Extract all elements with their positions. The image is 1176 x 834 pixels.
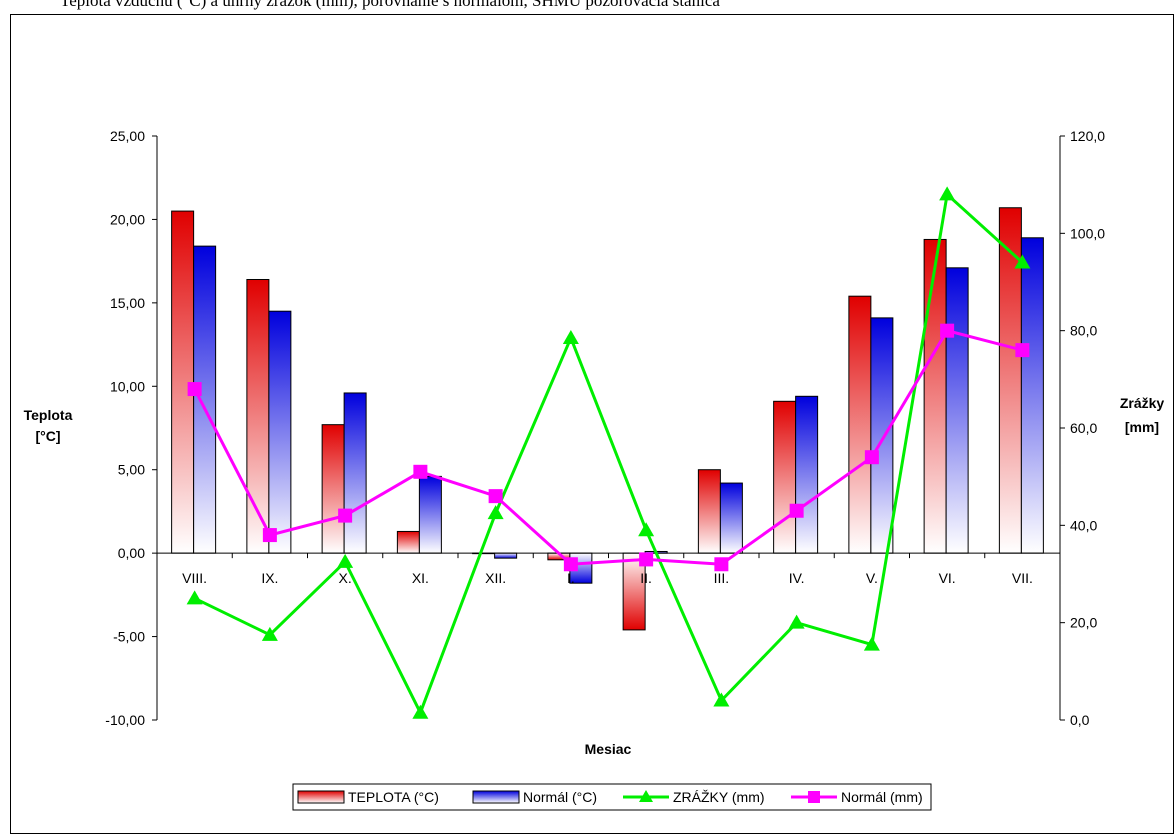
bar-layer: [171, 207, 1044, 631]
bar-normal-c-3: [418, 475, 442, 554]
marker-normal-mm-1: [262, 528, 277, 543]
marker-normal-mm-7: [714, 557, 729, 572]
x-tick-label: IX.: [261, 570, 278, 586]
left-tick-label: -5,00: [113, 629, 145, 645]
legend-swatch-1: [472, 790, 520, 804]
bar-teplota-7: [697, 469, 721, 554]
x-tick-label: II.: [640, 570, 652, 586]
legend-marker-2: [639, 790, 653, 802]
marker-normal-mm-0: [187, 382, 202, 397]
line-zrazky: [193, 191, 1024, 717]
axes-layer: [152, 135, 1065, 721]
x-tick-label: XI.: [412, 570, 429, 586]
right-tick-label: 20,0: [1070, 615, 1097, 631]
line-normal-mm: [193, 328, 1023, 566]
bar-teplota-2: [321, 424, 345, 554]
x-tick-label: XII.: [485, 570, 506, 586]
right-tick-label: 100,0: [1070, 225, 1105, 241]
x-tick-label: III.: [714, 570, 730, 586]
x-tick-label: IV.: [789, 570, 805, 586]
marker-normal-mm-5: [563, 557, 578, 572]
marker-zrazky-11: [1014, 254, 1031, 269]
bar-teplota-3: [396, 530, 420, 554]
marker-normal-mm-11: [1015, 343, 1030, 358]
bar-normal-c-9: [870, 317, 894, 554]
legend-label-2: ZRÁŽKY (mm): [673, 789, 765, 805]
left-tick-label: 25,00: [110, 128, 145, 144]
bar-normal-c-0: [193, 245, 217, 554]
x-tick-label: VII.: [1012, 570, 1033, 586]
marker-normal-mm-4: [488, 489, 503, 504]
right-tick-label: 40,0: [1070, 517, 1097, 533]
bar-normal-c-7: [719, 482, 743, 554]
marker-normal-mm-10: [940, 323, 955, 338]
marker-zrazky-10: [939, 186, 956, 201]
x-axis-title: Mesiac: [585, 741, 632, 757]
bar-teplota-10: [923, 238, 947, 554]
x-tick-label: X.: [339, 570, 352, 586]
bar-normal-c-11: [1020, 237, 1044, 554]
bar-teplota-8: [773, 400, 797, 554]
bar-normal-c-10: [945, 267, 969, 554]
bar-normal-c-1: [268, 310, 292, 554]
left-tick-label: 15,00: [110, 295, 145, 311]
right-axis-title-line1: Zrážky: [1120, 395, 1165, 411]
chart: -10,00 -5,00 0,00 5,00 10,00 15,00 20,00 25,00 0…: [24, 128, 1165, 811]
right-tick-label: 80,0: [1070, 323, 1097, 339]
marker-normal-mm-2: [338, 508, 353, 523]
x-tick-label: I.: [567, 570, 575, 586]
right-tick-label: 60,0: [1070, 420, 1097, 436]
left-axis-title-line2: [°C]: [35, 428, 60, 444]
x-tick-label: VI.: [939, 570, 956, 586]
marker-zrazky-3: [412, 704, 429, 719]
marker-normal-mm-9: [864, 450, 879, 465]
marker-zrazky-7: [713, 692, 730, 707]
label-layer: -10,00 -5,00 0,00 5,00 10,00 15,00 20,00 25,00 0…: [24, 128, 1165, 757]
marker-zrazky-8: [788, 614, 805, 629]
marker-zrazky-1: [261, 626, 278, 641]
bar-normal-c-4: [494, 552, 518, 559]
legend-label-0: TEPLOTA (°C): [348, 789, 439, 805]
left-tick-label: -10,00: [105, 712, 145, 728]
x-tick-label: VIII.: [182, 570, 207, 586]
left-axis-title-line1: Teplota: [24, 407, 73, 423]
marker-zrazky-5: [562, 329, 579, 344]
marker-normal-mm-6: [639, 552, 654, 567]
right-tick-label: 0,0: [1070, 712, 1090, 728]
chart-caption: Teplota vzduchu (°C) a úhrny zrážok (mm)…: [60, 0, 720, 10]
bar-teplota-9: [848, 295, 872, 554]
left-tick-label: 5,00: [118, 462, 145, 478]
bar-normal-c-8: [795, 395, 819, 554]
legend-swatch-0: [297, 790, 345, 804]
legend-label-1: Normál (°C): [523, 789, 597, 805]
marker-zrazky-4: [487, 505, 504, 520]
line-layer: [186, 186, 1031, 719]
marker-zrazky-2: [337, 553, 354, 568]
legend-marker-3: [808, 791, 820, 803]
marker-zrazky-9: [863, 636, 880, 651]
legend-label-3: Normál (mm): [841, 789, 923, 805]
x-tick-label: V.: [866, 570, 878, 586]
left-tick-label: 20,00: [110, 211, 145, 227]
right-tick-label: 120,0: [1070, 128, 1105, 144]
marker-zrazky-0: [186, 590, 203, 605]
marker-normal-mm-8: [789, 503, 804, 518]
left-tick-label: 10,00: [110, 378, 145, 394]
bar-normal-c-2: [343, 392, 367, 554]
left-tick-label: 0,00: [118, 545, 145, 561]
marker-zrazky-6: [638, 522, 655, 537]
right-axis-title-line2: [mm]: [1125, 419, 1159, 435]
marker-normal-mm-3: [413, 464, 428, 479]
legend: TEPLOTA (°C) Normál (°C) ZRÁŽKY (mm) Normál…: [292, 783, 932, 811]
